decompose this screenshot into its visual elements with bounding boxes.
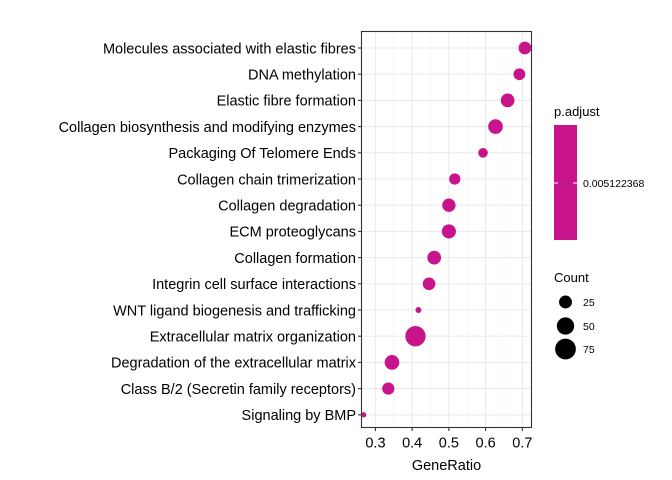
grid-lines — [361, 31, 532, 428]
x-tick-label: 0.3 — [365, 436, 385, 452]
size-legend-label: 75 — [583, 344, 595, 356]
x-axis-title: GeneRatio — [412, 458, 481, 474]
x-tick-label: 0.5 — [439, 436, 459, 452]
data-point — [415, 307, 422, 313]
y-tick-label: Collagen degradation — [218, 199, 356, 215]
x-tick-label: 0.6 — [476, 436, 496, 452]
data-point — [442, 198, 456, 212]
data-point — [449, 173, 461, 185]
x-tick-label: 0.4 — [402, 436, 422, 452]
data-point — [478, 147, 488, 158]
data-point — [441, 224, 456, 239]
y-tick-label: Packaging Of Telomere Ends — [168, 146, 356, 162]
x-tick-label: 0.7 — [512, 436, 532, 452]
y-tick-labels: Molecules associated with elastic fibres… — [59, 41, 362, 424]
y-tick-label: Collagen chain trimerization — [177, 172, 356, 188]
data-point — [422, 277, 436, 291]
y-tick-label: Collagen biosynthesis and modifying enzy… — [59, 120, 356, 136]
y-tick-label: DNA methylation — [248, 68, 356, 84]
color-legend-label: 0.005122368 — [583, 178, 644, 190]
size-legend: Count 25 50 75 — [554, 270, 595, 360]
size-legend-key — [555, 338, 576, 360]
y-tick-label: Class B/2 (Secretin family receptors) — [121, 382, 356, 398]
y-tick-label: ECM proteoglycans — [229, 225, 356, 241]
y-tick-label: Molecules associated with elastic fibres — [103, 41, 356, 57]
data-point — [488, 119, 503, 134]
y-tick-label: Elastic fibre formation — [217, 94, 356, 110]
y-tick-label: Degradation of the extracellular matrix — [111, 356, 357, 372]
y-tick-label: Integrin cell surface interactions — [152, 277, 356, 293]
data-point — [500, 93, 515, 108]
color-legend-title: p.adjust — [554, 104, 600, 119]
data-point — [427, 250, 442, 265]
y-tick-label: Collagen formation — [234, 251, 356, 267]
data-points — [361, 41, 532, 418]
plot-border — [360, 30, 533, 429]
data-point — [518, 41, 532, 55]
size-legend-label: 25 — [583, 297, 595, 309]
data-point — [361, 412, 367, 418]
data-point — [513, 68, 526, 81]
size-legend-key — [559, 295, 572, 309]
color-legend: p.adjust 0.005122368 — [554, 104, 644, 240]
data-point — [384, 355, 400, 370]
y-tick-label: WNT ligand biogenesis and trafficking — [113, 303, 356, 319]
size-legend-title: Count — [554, 270, 589, 285]
y-tick-label: Extracellular matrix organization — [150, 330, 356, 346]
size-legend-key — [556, 317, 575, 335]
y-tick-label: Signaling by BMP — [242, 408, 356, 424]
color-bar — [554, 125, 577, 240]
data-point — [382, 382, 395, 395]
size-legend-label: 50 — [583, 321, 595, 333]
x-axis: 0.3 0.4 0.5 0.6 0.7 — [365, 427, 532, 452]
data-point — [405, 326, 426, 347]
